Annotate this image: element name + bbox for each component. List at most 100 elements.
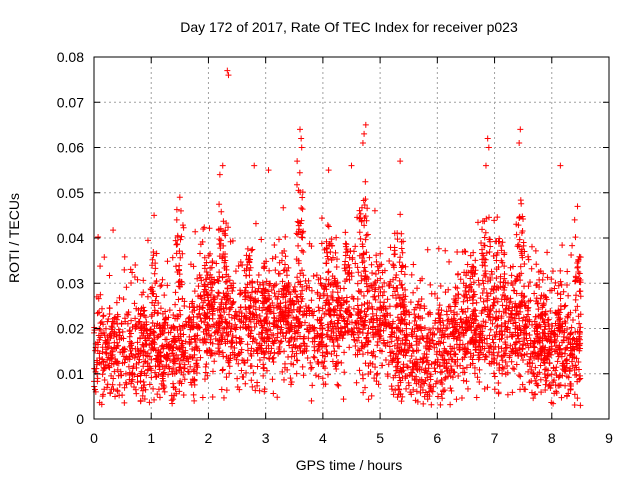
data-point	[571, 346, 578, 353]
data-point	[526, 318, 533, 325]
data-point	[418, 296, 425, 303]
data-point	[574, 263, 581, 270]
data-point	[119, 349, 126, 356]
data-point	[397, 254, 404, 261]
data-point	[564, 282, 571, 289]
data-point	[190, 304, 197, 311]
data-point	[353, 379, 360, 386]
data-point	[152, 347, 159, 354]
data-point	[136, 318, 143, 325]
data-point	[577, 293, 584, 300]
data-point	[101, 254, 108, 261]
data-point	[254, 382, 261, 389]
data-point	[493, 360, 500, 367]
data-point	[542, 344, 549, 351]
data-point	[293, 370, 300, 377]
data-point	[216, 303, 223, 310]
data-point	[375, 267, 382, 274]
data-point	[248, 247, 255, 254]
data-point	[318, 343, 325, 350]
data-point	[482, 306, 489, 313]
data-point	[576, 320, 583, 327]
data-point	[299, 206, 306, 213]
data-point	[270, 283, 277, 290]
data-point	[179, 250, 186, 257]
data-point	[468, 286, 475, 293]
data-point	[259, 289, 266, 296]
data-point	[105, 364, 112, 371]
data-point	[315, 373, 322, 380]
data-point	[311, 325, 318, 332]
data-point	[317, 275, 324, 282]
data-point	[484, 135, 491, 142]
data-point	[525, 256, 532, 263]
data-point	[154, 334, 161, 341]
data-point	[391, 329, 398, 336]
data-point	[557, 162, 564, 169]
data-point	[342, 252, 349, 259]
data-point	[543, 377, 550, 384]
data-point	[352, 351, 359, 358]
data-point	[452, 319, 459, 326]
data-point	[492, 316, 499, 323]
data-point	[458, 394, 465, 401]
data-point	[172, 289, 179, 296]
data-point	[191, 288, 198, 295]
data-point	[126, 333, 133, 340]
data-point	[560, 288, 567, 295]
data-point	[152, 265, 159, 272]
data-point	[398, 230, 405, 237]
data-point	[252, 288, 259, 295]
data-point	[118, 320, 125, 327]
data-point	[555, 282, 562, 289]
data-point	[115, 326, 122, 333]
data-point	[219, 273, 226, 280]
data-point	[367, 369, 374, 376]
data-point	[456, 323, 463, 330]
data-point	[481, 385, 488, 392]
data-point	[350, 295, 357, 302]
data-point	[575, 335, 582, 342]
data-point	[499, 357, 506, 364]
data-point	[452, 297, 459, 304]
data-point	[176, 367, 183, 374]
data-point	[165, 353, 172, 360]
data-point	[448, 316, 455, 323]
data-point	[217, 237, 224, 244]
data-point	[469, 300, 476, 307]
data-point	[351, 336, 358, 343]
data-point	[227, 355, 234, 362]
data-point	[112, 356, 119, 363]
data-point	[499, 291, 506, 298]
data-point	[470, 352, 477, 359]
data-point	[548, 371, 555, 378]
data-point	[531, 318, 538, 325]
data-point	[282, 304, 289, 311]
data-point	[469, 336, 476, 343]
data-point	[334, 320, 341, 327]
data-point	[525, 253, 532, 260]
data-point	[324, 222, 331, 229]
data-point	[192, 228, 199, 235]
data-point	[444, 333, 451, 340]
data-point	[294, 294, 301, 301]
data-point	[526, 356, 533, 363]
data-point	[478, 310, 485, 317]
data-point	[319, 359, 326, 366]
data-point	[226, 370, 233, 377]
data-point	[121, 266, 128, 273]
data-point	[220, 305, 227, 312]
data-point	[110, 333, 117, 340]
data-point	[201, 338, 208, 345]
data-point	[329, 323, 336, 330]
data-point	[269, 355, 276, 362]
data-point	[222, 250, 229, 257]
data-point	[520, 340, 527, 347]
data-point	[236, 386, 243, 393]
data-point	[296, 169, 303, 176]
data-point	[142, 314, 149, 321]
data-point	[490, 252, 497, 259]
data-point	[186, 353, 193, 360]
data-point	[399, 302, 406, 309]
data-point	[344, 308, 351, 315]
